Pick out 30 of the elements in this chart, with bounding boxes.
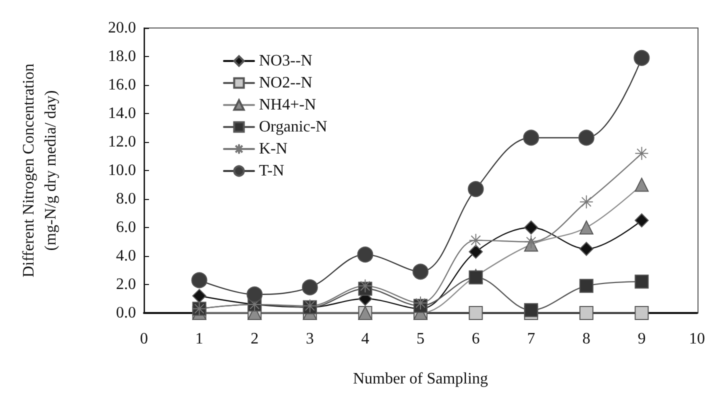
y-tick-label: 14.0 [108,105,136,122]
y-tick-label: 10.0 [108,162,136,179]
y-tick-label: 6.0 [116,219,136,236]
x-tick-label: 2 [250,330,259,348]
y-axis-title: Different Nitrogen Concentration (mg-N/g dry media/ day) [20,64,60,278]
legend-label: T-N [259,162,285,180]
y-tick-label: 2.0 [116,276,136,293]
legend-label: NO2--N [259,74,313,92]
legend-label: K-N [259,140,288,158]
legend-label: NH4+-N [259,96,316,114]
x-tick-label: 8 [582,330,590,348]
y-tick-label: 4.0 [116,248,136,264]
x-tick-label: 0 [140,330,148,348]
x-tick-label: 5 [416,330,424,348]
y-tick-label: 20.0 [108,20,136,36]
x-tick-label: 4 [361,330,370,348]
legend-label: NO3--N [259,52,313,70]
x-tick-label: 9 [638,330,646,348]
y-tick-label: 8.0 [116,190,136,208]
x-tick-label: 1 [195,330,204,348]
y-tick-label: 0.0 [116,304,136,322]
y-tick-label: 12.0 [108,134,136,150]
x-tick-label: 7 [527,330,536,348]
y-tick-label: 18.0 [108,48,136,65]
y-tick-label: 16.0 [108,76,136,94]
x-tick-label: 10 [689,330,705,348]
x-axis-title: Number of Sampling [352,370,488,388]
legend-label: Organic-N [259,118,328,136]
x-tick-label: 3 [306,330,314,348]
x-tick-label: 6 [472,330,480,348]
